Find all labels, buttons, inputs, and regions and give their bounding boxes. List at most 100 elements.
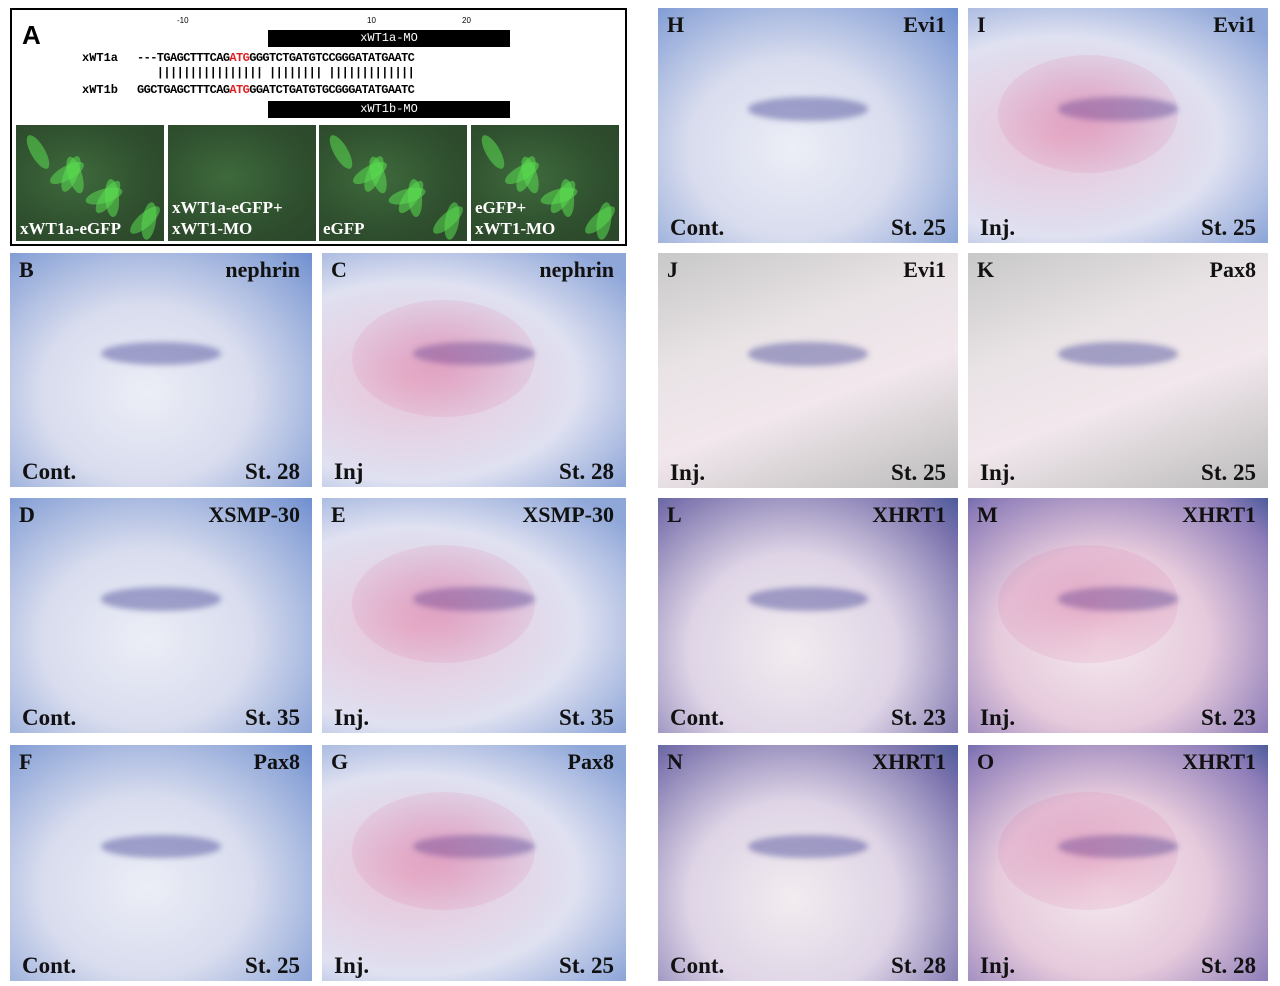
panel-letter: D — [19, 502, 35, 527]
start-codon: ATG — [229, 51, 250, 65]
sequence-name: xWT1a — [82, 51, 119, 65]
condition-label: Cont. — [670, 215, 725, 240]
panel-letter: N — [667, 749, 683, 774]
condition-label: Cont. — [22, 705, 77, 730]
injected-cells-stain — [352, 792, 535, 911]
expression-domain — [1058, 587, 1178, 611]
panel-d-embryo-image: D XSMP-30 Cont. St. 35 — [10, 498, 312, 733]
gene-label: XHRT1 — [872, 502, 946, 527]
gene-label: Pax8 — [567, 749, 614, 774]
condition-label: Cont. — [22, 953, 77, 978]
panel-k-embryo-image: K Pax8 Inj. St. 25 — [968, 253, 1268, 488]
expression-domain — [413, 834, 535, 859]
gfp-embryo-image: eGFP+ xWT1-MO — [471, 125, 619, 241]
expression-domain — [100, 587, 222, 611]
fluorescent-embryo — [22, 132, 54, 172]
panel-e-embryo-image: E XSMP-30 Inj. St. 35 — [322, 498, 626, 733]
panel-i-embryo-image: I Evi1 Inj. St. 25 — [968, 8, 1268, 243]
gene-label: XSMP-30 — [208, 502, 300, 527]
condition-label: Inj. — [980, 215, 1016, 240]
start-codon: ATG — [229, 83, 250, 97]
expression-domain — [748, 834, 868, 859]
gfp-embryo-image: xWT1a-eGFP+ xWT1-MO — [168, 125, 316, 241]
position-tick: 10 — [367, 16, 376, 25]
sequence-downstream: GGATCTGATGTGCGGGATATGAATC — [249, 83, 415, 97]
stage-label: St. 25 — [245, 953, 300, 978]
stage-label: St. 35 — [245, 705, 300, 730]
panel-letter: B — [19, 257, 34, 282]
gene-label: Evi1 — [903, 257, 946, 282]
injected-cells-stain — [352, 545, 535, 663]
injected-cells-stain — [998, 792, 1178, 911]
morpholino-bar-b: xWT1b-MO — [268, 101, 510, 118]
panel-m-embryo-image: M XHRT1 Inj. St. 23 — [968, 498, 1268, 733]
panel-letter: G — [331, 749, 349, 774]
condition-label: Inj. — [670, 460, 706, 485]
stage-label: St. 23 — [891, 705, 946, 730]
condition-label: Inj. — [980, 460, 1016, 485]
gfp-panel-label: eGFP+ xWT1-MO — [475, 198, 556, 238]
condition-label: Inj — [334, 459, 364, 484]
expression-domain — [748, 342, 868, 366]
stage-label: St. 28 — [559, 459, 614, 484]
gene-label: Pax8 — [253, 749, 300, 774]
panel-j-embryo-image: J Evi1 Inj. St. 25 — [658, 253, 958, 488]
expression-domain — [748, 587, 868, 611]
gfp-panel-label: xWT1a-eGFP+ xWT1-MO — [172, 198, 283, 238]
panel-letter: M — [977, 502, 998, 527]
condition-label: Inj. — [980, 705, 1016, 730]
panel-letter: K — [977, 257, 995, 282]
panel-letter: J — [667, 257, 678, 282]
panel-h-embryo-image: H Evi1 Cont. St. 25 — [658, 8, 958, 243]
morpholino-bar-a: xWT1a-MO — [268, 30, 510, 47]
sequence-name: xWT1b — [82, 83, 119, 97]
alignment-match-line: |||||||||||||||| |||||||| ||||||||||||| — [137, 66, 415, 80]
gene-label: Evi1 — [1213, 12, 1256, 37]
sequence-b: GGCTGAGCTTTCAGATGGGATCTGATGTGCGGGATATGAA… — [137, 83, 415, 97]
stage-label: St. 25 — [559, 953, 614, 978]
panel-o-embryo-image: O XHRT1 Inj. St. 28 — [968, 745, 1268, 981]
expression-domain — [1058, 834, 1178, 859]
gfp-panel-label: eGFP — [323, 219, 365, 238]
condition-label: Inj. — [334, 953, 370, 978]
injected-cells-stain — [998, 55, 1178, 173]
gene-label: Evi1 — [903, 12, 946, 37]
condition-label: Cont. — [670, 705, 725, 730]
gfp-embryo-image: eGFP — [319, 125, 467, 241]
condition-label: Cont. — [670, 953, 725, 978]
panel-l-embryo-image: L XHRT1 Cont. St. 23 — [658, 498, 958, 733]
panel-letter: L — [667, 502, 682, 527]
fluorescent-embryo — [325, 132, 357, 172]
condition-label: Inj. — [334, 705, 370, 730]
stage-label: St. 23 — [1201, 705, 1256, 730]
position-tick: -10 — [177, 16, 189, 25]
expression-domain — [413, 341, 535, 366]
expression-domain — [100, 834, 222, 859]
expression-domain — [748, 97, 868, 121]
sequence-a: ---TGAGCTTTCAGATGGGGTCTGATGTCCGGGATATGAA… — [137, 51, 415, 65]
gene-label: XHRT1 — [1182, 749, 1256, 774]
panel-letter: H — [667, 12, 685, 37]
condition-label: Cont. — [22, 459, 77, 484]
condition-label: Inj. — [980, 953, 1016, 978]
fluorescent-embryo — [477, 132, 509, 172]
injected-cells-stain — [998, 545, 1178, 663]
stage-label: St. 25 — [891, 215, 946, 240]
panel-letter: A — [22, 20, 41, 50]
panel-n-embryo-image: N XHRT1 Cont. St. 28 — [658, 745, 958, 981]
stage-label: St. 28 — [891, 953, 946, 978]
stage-label: St. 25 — [891, 460, 946, 485]
panel-letter: E — [331, 502, 346, 527]
stage-label: St. 28 — [1201, 953, 1256, 978]
gene-label: nephrin — [225, 257, 300, 282]
stage-label: St. 25 — [1201, 460, 1256, 485]
panel-f-embryo-image: F Pax8 Cont. St. 25 — [10, 745, 312, 981]
panel-letter: F — [19, 749, 33, 774]
expression-domain — [100, 341, 222, 366]
expression-domain — [1058, 342, 1178, 366]
gene-label: XHRT1 — [1182, 502, 1256, 527]
panel-letter: C — [331, 257, 347, 282]
gene-label: Pax8 — [1209, 257, 1256, 282]
panel-g-embryo-image: G Pax8 Inj. St. 25 — [322, 745, 626, 981]
